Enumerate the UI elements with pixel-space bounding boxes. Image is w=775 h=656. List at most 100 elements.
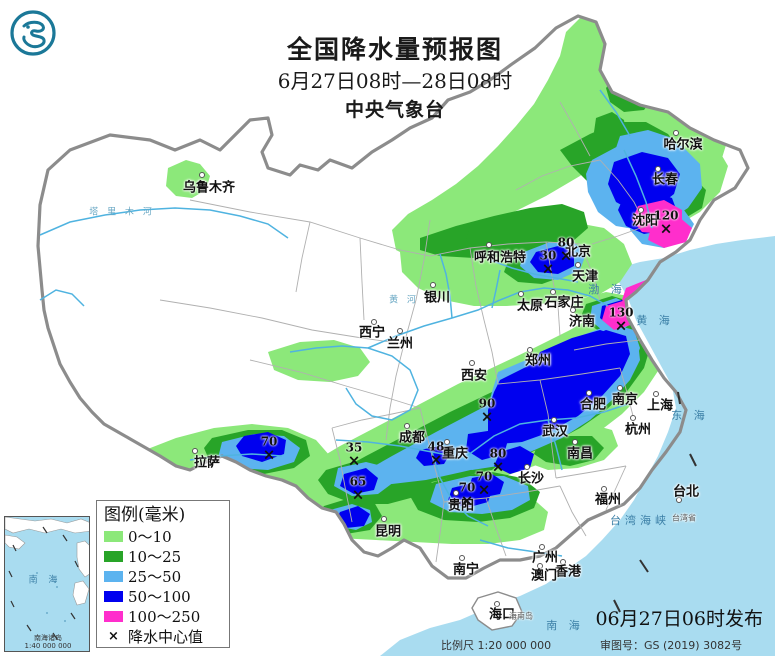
city-dot-福州 (601, 486, 607, 492)
legend-row-precip-center: × 降水中心值 (104, 626, 223, 646)
city-label-武汉: 武汉 (541, 424, 569, 440)
precip-center-marker-icon: × (659, 219, 673, 238)
precip-center-marker-icon: × (559, 246, 573, 265)
sea-label-黄海: 黄 海 (636, 314, 674, 327)
city-label-成都: 成都 (398, 430, 426, 446)
city-dot-南京 (617, 385, 623, 391)
legend-label: 10～25 (128, 547, 182, 566)
legend-swatch-icon (104, 530, 123, 542)
sea-label-台湾海峡: 台湾海峡 (610, 514, 670, 527)
city-label-广州: 广州 (531, 550, 559, 566)
precip-center-70-8: 70 × (459, 482, 476, 510)
city-label-乌鲁木齐: 乌鲁木齐 (182, 180, 236, 196)
city-label-南昌: 南昌 (566, 446, 594, 462)
city-dot-杭州 (630, 415, 636, 421)
legend-swatch-icon (104, 590, 123, 602)
legend-label: 0～10 (128, 527, 172, 546)
city-label-福州: 福州 (594, 492, 622, 508)
city-dot-拉萨 (192, 448, 198, 454)
precip-center-70-7: 70 × (476, 471, 493, 499)
legend-row-3: 50～100 (104, 586, 223, 606)
city-dot-广州 (539, 544, 545, 550)
city-label-上海: 上海 (646, 398, 674, 414)
legend-label: 50～100 (128, 587, 191, 606)
city-label-杭州: 杭州 (624, 422, 652, 438)
city-label-西安: 西安 (460, 368, 488, 384)
precip-center-120-2: 120 × (653, 210, 678, 238)
city-dot-台北 (676, 497, 682, 503)
precip-center-value: 48 (427, 439, 445, 454)
city-label-昆明: 昆明 (374, 524, 402, 540)
city-dot-南昌 (572, 439, 578, 445)
legend-label-precip-center: 降水中心值 (128, 627, 204, 646)
city-label-西宁: 西宁 (358, 325, 386, 341)
city-label-银川: 银川 (423, 290, 451, 306)
city-label-澳门: 澳门 (530, 568, 558, 584)
legend-row-4: 100～250 (104, 606, 223, 626)
precip-center-marker-icon: × (491, 457, 505, 476)
inset-sea-label: 南 海 (28, 575, 62, 586)
city-dot-兰州 (397, 328, 403, 334)
legend-row-2: 25～50 (104, 566, 223, 586)
region-label-台湾省: 台湾省 (672, 513, 696, 523)
city-dot-澳门 (537, 563, 543, 569)
precip-center-130-3: 130 × (608, 305, 634, 335)
city-dot-天津 (575, 262, 581, 268)
legend-swatch-icon (104, 550, 123, 562)
city-dot-呼和浩特 (486, 242, 492, 248)
issuing-organization: 中央气象台 (344, 99, 445, 121)
precip-center-marker-icon: × (108, 628, 119, 644)
city-dot-沈阳 (638, 207, 644, 213)
city-dot-南宁 (459, 555, 465, 561)
precip-center-marker-icon: × (480, 407, 494, 426)
city-dot-长春 (655, 166, 661, 172)
city-label-台北: 台北 (672, 484, 700, 500)
map-scale: 比例尺 1:20 000 000 (441, 639, 552, 652)
city-dot-武汉 (551, 417, 557, 423)
city-label-贵阳: 贵阳 (447, 498, 475, 514)
precip-center-marker-icon: × (614, 316, 628, 335)
precip-center-marker-icon: × (477, 480, 491, 499)
page-title: 全国降水量预报图 (286, 35, 503, 64)
city-dot-长沙 (524, 464, 530, 470)
city-label-南宁: 南宁 (452, 562, 480, 578)
city-label-哈尔滨: 哈尔滨 (663, 137, 703, 153)
city-dot-成都 (404, 423, 410, 429)
city-label-太原: 太原 (516, 298, 544, 314)
city-dot-上海 (653, 391, 659, 397)
river-label-0: 塔 里 木 河 (89, 207, 155, 218)
city-dot-香港 (560, 559, 566, 565)
precip-center-30-0: 30 × (540, 250, 557, 277)
legend-row-0: 0～10 (104, 526, 223, 546)
city-label-沈阳: 沈阳 (631, 213, 659, 229)
city-label-合肥: 合肥 (579, 397, 607, 413)
city-dot-海口 (494, 601, 500, 607)
precip-center-value: 130 (608, 305, 634, 320)
city-label-重庆: 重庆 (441, 446, 469, 462)
precip-center-marker-icon: × (347, 451, 361, 470)
city-label-香港: 香港 (554, 564, 582, 580)
precip-center-value: 65 (349, 474, 367, 489)
city-dot-石家庄 (550, 289, 556, 295)
precip-center-value: 70 (260, 434, 278, 449)
approval-number: 审图号：GS (2019) 3082号 (600, 639, 743, 652)
city-dot-乌鲁木齐 (199, 172, 205, 178)
title-block: 全国降水量预报图 6月27日08时—28日08时 中央气象台 (235, 34, 555, 124)
precip-center-90-4: 90 × (479, 398, 496, 426)
precip-center-80-1: 80 × (558, 237, 575, 265)
city-label-呼和浩特: 呼和浩特 (473, 250, 527, 266)
city-label-天津: 天津 (571, 269, 599, 285)
city-label-海口: 海口 (488, 607, 516, 623)
city-dot-合肥 (586, 390, 592, 396)
region-label-海南岛: 海南岛 (509, 611, 533, 621)
precip-center-marker-icon: × (460, 491, 474, 510)
forecast-period: 6月27日08时—28日08时 (277, 69, 513, 93)
precip-center-marker-icon: × (351, 485, 365, 504)
city-dot-西宁 (371, 319, 377, 325)
city-dot-郑州 (527, 347, 533, 353)
legend-title: 图例(毫米) (104, 505, 186, 525)
city-label-拉萨: 拉萨 (193, 455, 221, 471)
precip-center-value: 80 (489, 446, 507, 461)
